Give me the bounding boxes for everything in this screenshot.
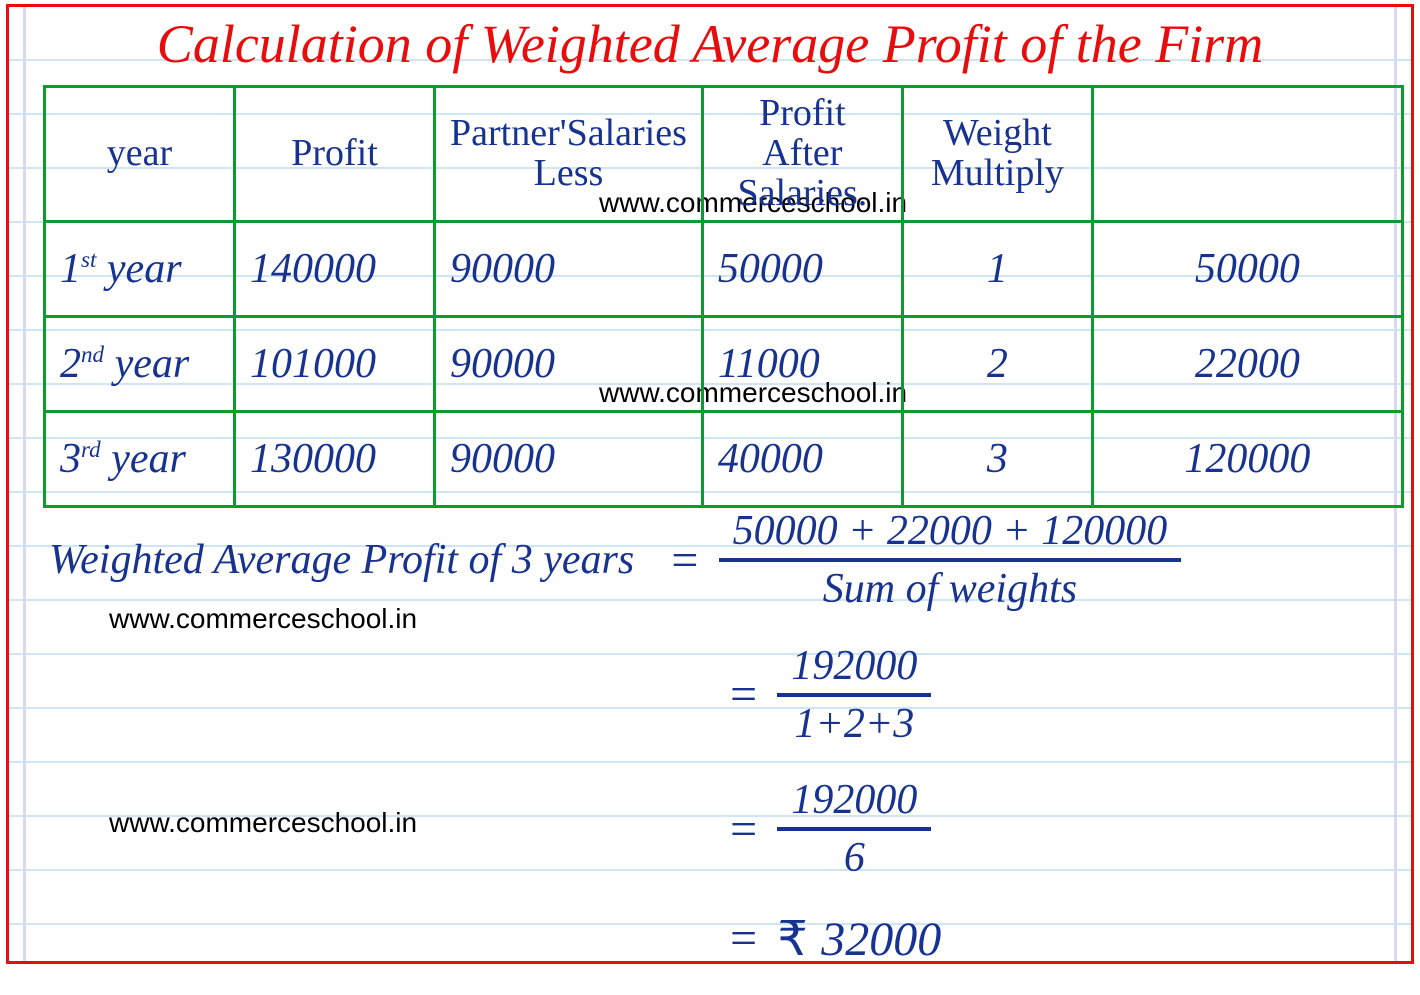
profit-table: year Profit Partner'Salaries Less Profit… — [43, 85, 1404, 508]
fraction: 192000 6 — [777, 776, 931, 883]
fraction-denominator: Sum of weights — [809, 565, 1091, 613]
cell-year: 2nd year — [45, 316, 235, 411]
equals-sign: = — [727, 911, 759, 966]
equals-sign: = — [668, 533, 700, 588]
cell-after: 40000 — [702, 411, 902, 506]
cell-year: 1st year — [45, 221, 235, 316]
cell-weight: 1 — [902, 221, 1092, 316]
calc-step-3: = 192000 6 — [709, 776, 1381, 883]
table-row: 1st year 140000 90000 50000 1 50000 — [45, 221, 1403, 316]
equals-sign: = — [727, 667, 759, 722]
calc-label: Weighted Average Profit of 3 years — [49, 536, 634, 584]
cell-profit: 101000 — [235, 316, 435, 411]
cell-less: 90000 — [435, 316, 703, 411]
cell-after: 11000 — [702, 316, 902, 411]
cell-profit: 130000 — [235, 411, 435, 506]
col-year: year — [45, 87, 235, 222]
col-after: Profit After Salaries. — [702, 87, 902, 222]
cell-after: 50000 — [702, 221, 902, 316]
page-title: Calculation of Weighted Average Profit o… — [9, 13, 1411, 75]
cell-profit: 140000 — [235, 221, 435, 316]
cell-year: 3rd year — [45, 411, 235, 506]
fraction-denominator: 1+2+3 — [781, 700, 929, 748]
calc-step-1: Weighted Average Profit of 3 years = 500… — [49, 507, 1381, 614]
cell-product: 50000 — [1092, 221, 1402, 316]
cell-less: 90000 — [435, 411, 703, 506]
col-weight: Weight Multiply — [902, 87, 1092, 222]
col-less: Partner'Salaries Less — [435, 87, 703, 222]
cell-weight: 2 — [902, 316, 1092, 411]
fraction: 192000 1+2+3 — [777, 642, 931, 749]
table-row: 3rd year 130000 90000 40000 3 120000 — [45, 411, 1403, 506]
fraction-numerator: 192000 — [777, 776, 931, 824]
calc-step-2: = 192000 1+2+3 — [709, 642, 1381, 749]
cell-less: 90000 — [435, 221, 703, 316]
fraction-numerator: 50000 + 22000 + 120000 — [719, 507, 1182, 555]
col-profit: Profit — [235, 87, 435, 222]
cell-weight: 3 — [902, 411, 1092, 506]
page-frame: Calculation of Weighted Average Profit o… — [6, 4, 1414, 964]
equals-sign: = — [727, 802, 759, 857]
table-row: 2nd year 101000 90000 11000 2 22000 — [45, 316, 1403, 411]
fraction-bar — [777, 827, 931, 831]
table-header-row: year Profit Partner'Salaries Less Profit… — [45, 87, 1403, 222]
calc-result: = ₹ 32000 — [709, 911, 1381, 967]
fraction-bar — [777, 693, 931, 697]
cell-product: 120000 — [1092, 411, 1402, 506]
result-value: ₹ 32000 — [777, 911, 941, 967]
col-product — [1092, 87, 1402, 222]
calculation-block: Weighted Average Profit of 3 years = 500… — [49, 507, 1381, 995]
fraction: 50000 + 22000 + 120000 Sum of weights — [719, 507, 1182, 614]
fraction-denominator: 6 — [830, 834, 879, 882]
left-margin-rule — [23, 7, 26, 961]
fraction-numerator: 192000 — [777, 642, 931, 690]
fraction-bar — [719, 558, 1182, 562]
cell-product: 22000 — [1092, 316, 1402, 411]
